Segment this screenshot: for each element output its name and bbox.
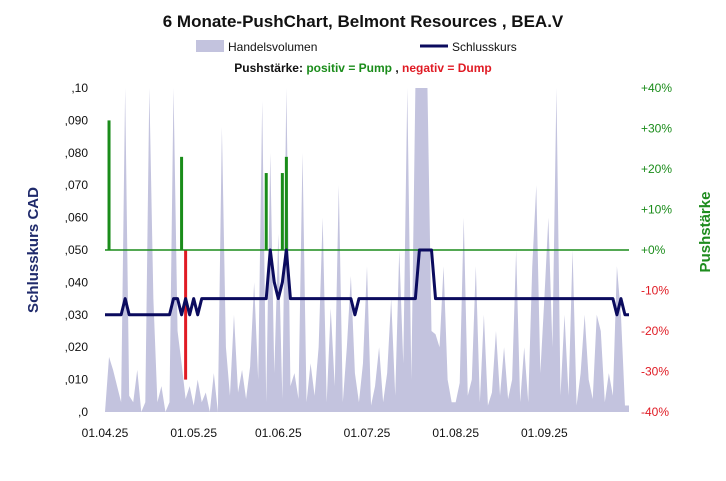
left-tick-label: ,10 [71,81,88,95]
push-caption-positive: positiv = Pump [306,61,392,75]
x-tick-label: 01.07.25 [344,426,391,440]
left-tick-label: ,090 [65,113,89,127]
left-tick-labels: ,0 ,010 ,020 ,030 ,040 ,050 ,060 ,070 ,080 ,090 ,1… [65,81,89,419]
left-tick-label: ,060 [65,211,89,225]
left-tick-label: ,0 [78,405,88,419]
legend: Handelsvolumen Schlusskurs [196,40,517,54]
x-tick-label: 01.06.25 [255,426,302,440]
push-bar-4 [264,173,268,250]
push-caption: Pushstärke: positiv = Pump , negativ = D… [234,61,491,75]
right-tick-label: +20% [641,162,672,176]
x-tick-label: 01.09.25 [521,426,568,440]
left-tick-label: ,080 [65,146,89,160]
close-price-line [105,248,629,317]
right-tick-label: +0% [641,243,666,257]
push-bar-6 [284,156,288,250]
right-tick-labels: -40% -30% -20% -10% +0% +10% +20% +30% +40% [641,81,672,419]
left-tick-label: ,020 [65,340,89,354]
left-tick-label: ,070 [65,178,89,192]
push-caption-separator: , [395,61,402,75]
chart-title: 6 Monate-PushChart, Belmont Resources , … [163,12,564,31]
right-tick-label: +10% [641,203,672,217]
volume-area [105,88,629,412]
right-tick-label: -30% [641,365,669,379]
x-tick-label: 01.05.25 [170,426,217,440]
left-tick-label: ,040 [65,275,89,289]
left-tick-label: ,030 [65,308,89,322]
right-tick-label: -10% [641,284,669,298]
push-bar-5 [280,173,284,250]
legend-volume-label: Handelsvolumen [228,40,317,54]
right-tick-label: -20% [641,324,669,338]
left-tick-label: ,050 [65,243,89,257]
legend-close-label: Schlusskurs [452,40,517,54]
close-line-layer [105,248,629,317]
right-tick-label: +40% [641,81,672,95]
push-bars-layer [107,120,288,380]
push-bar-3 [184,250,188,380]
push-caption-prefix: Pushstärke: [234,61,306,75]
left-tick-label: ,010 [65,373,89,387]
push-bar-2 [180,156,184,250]
right-tick-label: -40% [641,405,669,419]
legend-volume-swatch [196,40,224,52]
right-tick-label: +30% [641,122,672,136]
x-tick-labels: 01.04.25 01.05.25 01.06.25 01.07.25 01.08.25… [82,426,568,440]
x-tick-label: 01.04.25 [82,426,129,440]
volume-area-layer [105,88,629,412]
y-axis-title-left: Schlusskurs CAD [25,187,42,313]
push-bar-1 [107,120,111,251]
push-caption-negative: negativ = Dump [402,61,492,75]
x-tick-label: 01.08.25 [432,426,479,440]
y-axis-title-right: Pushstärke [697,192,714,273]
